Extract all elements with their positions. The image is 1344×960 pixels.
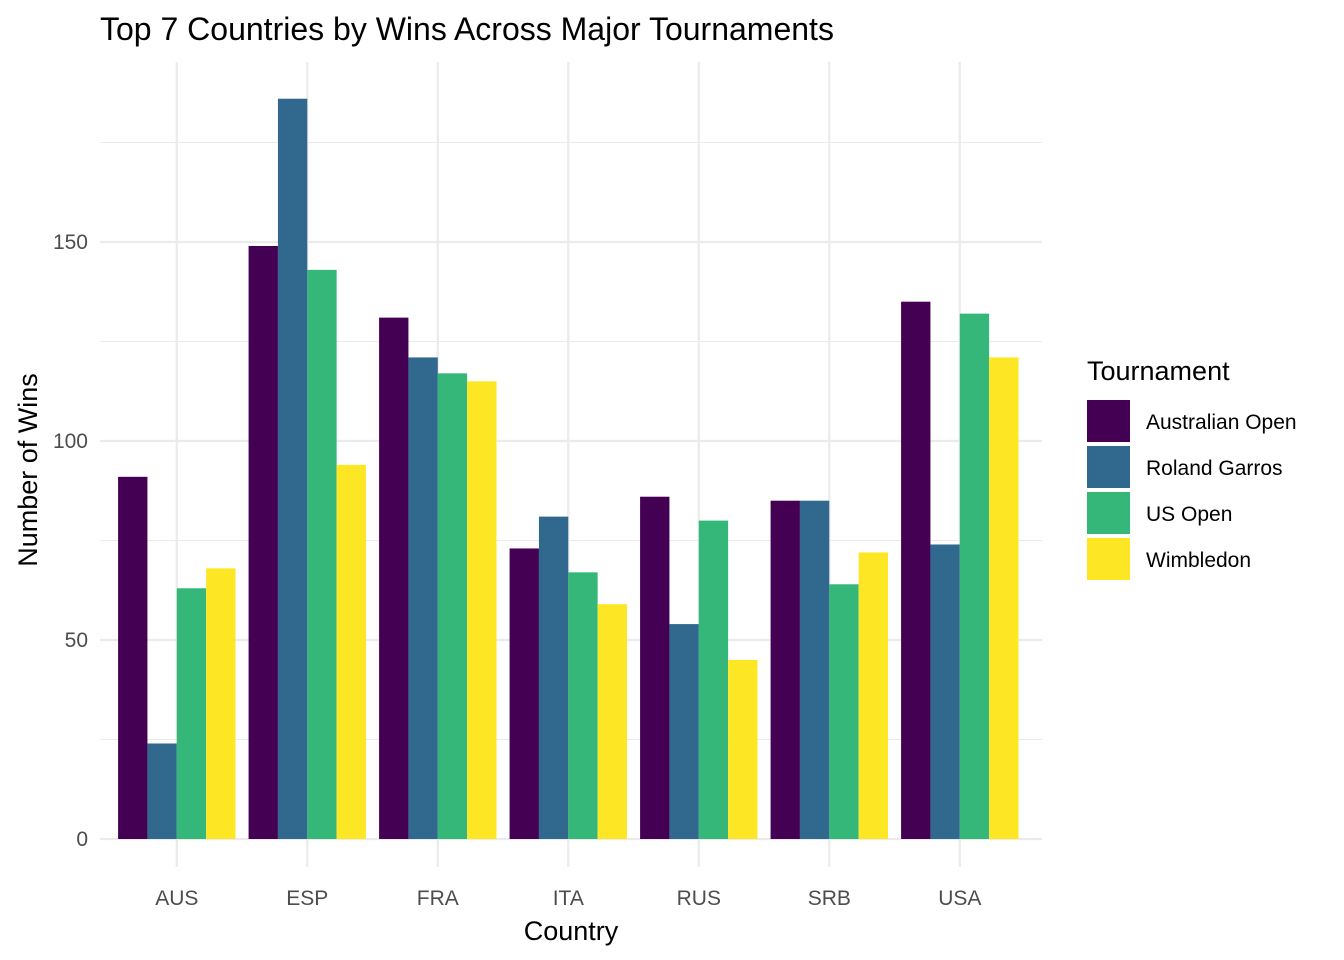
bar-srb-wimbledon	[858, 552, 888, 839]
bar-usa-roland-garros	[930, 544, 960, 839]
y-axis-ticks: 0 50 100 150	[53, 231, 88, 851]
y-tick-label: 150	[53, 231, 88, 254]
bar-fra-wimbledon	[467, 381, 497, 839]
x-axis-title: Country	[524, 916, 619, 946]
legend-swatch	[1087, 400, 1130, 442]
legend-label: Roland Garros	[1146, 457, 1283, 480]
bar-rus-roland-garros	[669, 624, 699, 839]
bar-srb-us-open	[829, 584, 859, 839]
x-tick-label: ITA	[553, 887, 584, 910]
bar-esp-us-open	[307, 269, 337, 839]
legend-items: Australian Open Roland Garros US Open Wimbl…	[1087, 400, 1297, 580]
legend-title: Tournament	[1087, 356, 1230, 386]
x-tick-label: USA	[938, 887, 981, 910]
chart-title: Top 7 Countries by Wins Across Major Tou…	[100, 11, 834, 47]
bar-fra-roland-garros	[408, 357, 438, 839]
bar-srb-australian-open	[770, 500, 800, 839]
bar-ita-roland-garros	[538, 516, 569, 839]
legend-label: Australian Open	[1146, 411, 1297, 434]
bar-aus-roland-garros	[147, 743, 177, 839]
y-tick-label: 50	[65, 629, 88, 652]
bars	[118, 98, 1019, 840]
x-axis-ticks: AUS ESP FRA ITA RUS SRB USA	[155, 887, 981, 910]
bar-aus-us-open	[176, 588, 207, 839]
bar-ita-us-open	[568, 572, 598, 839]
x-tick-label: SRB	[808, 887, 851, 910]
legend-swatch	[1087, 492, 1130, 534]
legend-label: US Open	[1146, 503, 1232, 526]
bar-aus-australian-open	[118, 476, 148, 839]
y-tick-label: 100	[53, 430, 88, 453]
legend: Tournament Australian Open Roland Garros U…	[1087, 356, 1297, 580]
bar-rus-wimbledon	[728, 659, 758, 839]
bar-usa-australian-open	[901, 301, 931, 839]
bar-aus-wimbledon	[206, 568, 236, 839]
x-tick-label: FRA	[417, 887, 459, 910]
bar-usa-us-open	[959, 313, 990, 839]
y-axis-title: Number of Wins	[13, 373, 43, 567]
x-tick-label: ESP	[286, 887, 328, 910]
bar-srb-roland-garros	[799, 500, 830, 839]
legend-swatch	[1087, 446, 1130, 488]
bar-usa-wimbledon	[989, 357, 1019, 839]
x-tick-label: RUS	[677, 887, 721, 910]
bar-esp-roland-garros	[277, 98, 308, 840]
bar-ita-australian-open	[509, 548, 539, 839]
legend-label: Wimbledon	[1146, 549, 1251, 572]
bar-rus-australian-open	[640, 496, 670, 839]
bar-esp-australian-open	[248, 245, 278, 840]
bar-ita-wimbledon	[597, 604, 627, 839]
bar-fra-us-open	[437, 373, 468, 839]
bar-esp-wimbledon	[336, 464, 366, 839]
x-tick-label: AUS	[155, 887, 198, 910]
y-tick-label: 0	[76, 828, 88, 851]
bar-rus-us-open	[698, 520, 729, 839]
legend-swatch	[1087, 538, 1130, 580]
bar-fra-australian-open	[379, 317, 409, 839]
